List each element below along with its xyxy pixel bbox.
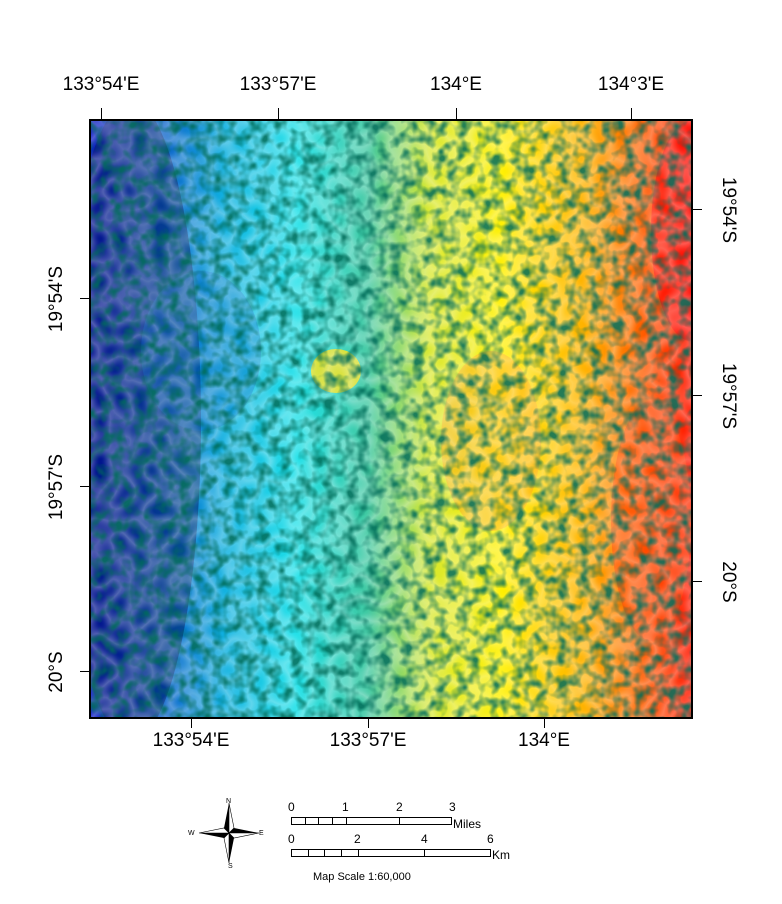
- km-scale-bar: [291, 849, 491, 857]
- right-lat-label-2: 19°57'S: [718, 362, 739, 430]
- top-lon-label-3: 134°E: [430, 74, 482, 95]
- miles-tick-0: 0: [288, 800, 295, 814]
- tick-top-3: [456, 108, 457, 119]
- miles-scale-bar: [291, 817, 452, 825]
- km-tick-4: 4: [421, 832, 428, 846]
- tick-left-2: [80, 486, 89, 487]
- tick-left-3: [80, 671, 89, 672]
- bottom-lon-label-1: 133°54'E: [152, 730, 230, 751]
- tick-bottom-1: [191, 719, 192, 728]
- left-lat-label-3: 20°S: [46, 651, 67, 693]
- tick-left-1: [80, 298, 89, 299]
- km-tick-0: 0: [288, 832, 295, 846]
- tick-top-4: [631, 108, 632, 119]
- compass-e: E: [259, 830, 264, 837]
- tick-right-1: [693, 209, 702, 210]
- tick-bottom-3: [544, 719, 545, 728]
- miles-tick-3: 3: [449, 800, 456, 814]
- bottom-lon-label-2: 133°57'E: [329, 730, 407, 751]
- left-lat-label-2: 19°57'S: [46, 453, 67, 521]
- compass-n: N: [226, 798, 231, 805]
- tick-right-2: [693, 395, 702, 396]
- miles-tick-2: 2: [396, 800, 403, 814]
- km-tick-6: 6: [487, 832, 494, 846]
- miles-unit: Miles: [453, 817, 482, 831]
- top-lon-label-1: 133°54'E: [62, 74, 140, 95]
- elevation-raster: [91, 121, 691, 717]
- elevation-map[interactable]: [89, 119, 693, 719]
- map-scale-text: Map Scale 1:60,000: [313, 871, 411, 883]
- km-unit: Km: [492, 848, 510, 862]
- tick-top-1: [101, 108, 102, 119]
- tick-right-3: [693, 581, 702, 582]
- tick-top-2: [278, 108, 279, 119]
- tick-bottom-2: [368, 719, 369, 728]
- north-arrow-icon: N E S W: [186, 795, 266, 870]
- bottom-lon-label-3: 134°E: [518, 730, 570, 751]
- right-lat-label-3: 20°S: [718, 561, 739, 603]
- km-tick-2: 2: [354, 832, 361, 846]
- miles-tick-1: 1: [342, 800, 349, 814]
- compass-s: S: [228, 863, 233, 869]
- right-lat-label-1: 19°54'S: [718, 176, 739, 244]
- top-lon-label-4: 134°3'E: [597, 74, 665, 95]
- left-lat-label-1: 19°54'S: [46, 265, 67, 333]
- compass-w: W: [188, 830, 195, 837]
- top-lon-label-2: 133°57'E: [239, 74, 317, 95]
